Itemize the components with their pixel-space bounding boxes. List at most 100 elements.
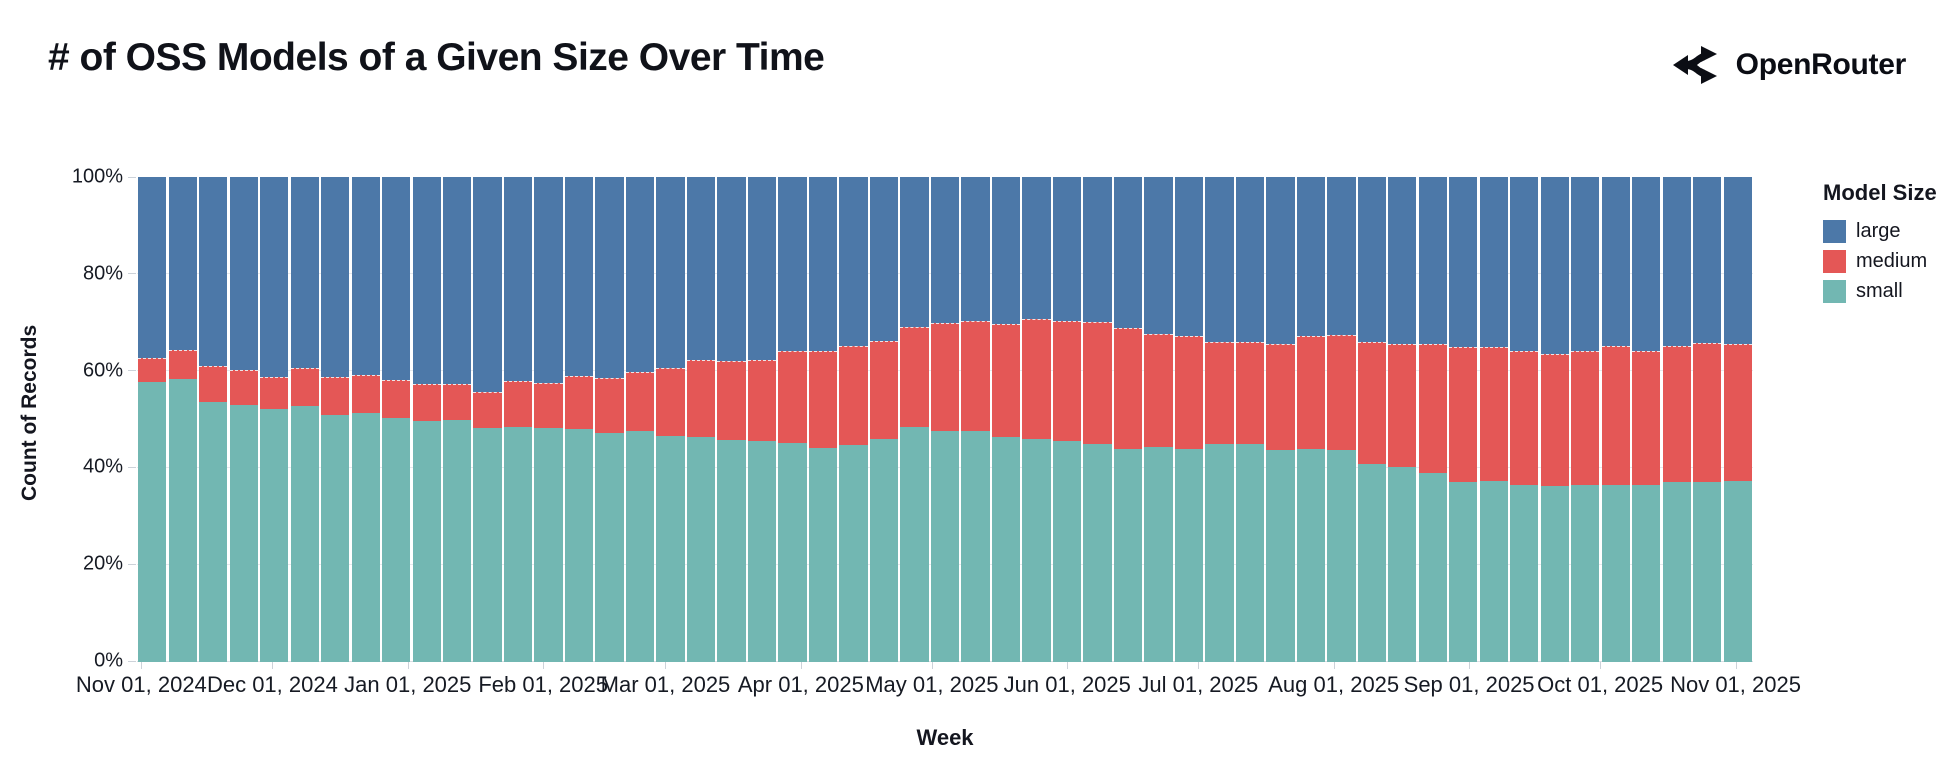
y-tick-mark [128,370,136,372]
bar-segment-medium [839,346,868,446]
legend-label: small [1856,280,1903,302]
bar-segment-large [1571,177,1600,351]
bar-segment-large [1205,177,1234,342]
bar-segment-small [991,436,1021,662]
bar-segment-medium [564,376,594,430]
bar-segment-small [1693,481,1722,662]
bar-segment-small [1510,484,1539,662]
x-tick-mark [272,662,274,669]
legend-item-medium[interactable]: medium [1823,250,1943,273]
bar-segment-medium [382,380,411,418]
x-tick-mark [1067,662,1069,669]
bar-segment-medium [321,376,350,415]
x-tick-mark [407,662,409,669]
bar-segment-small [290,405,319,662]
bar-segment-medium [1479,347,1508,481]
bar-segment-large [717,177,746,361]
bar-segment-medium [1174,336,1204,450]
bar-segment-large [1144,177,1173,334]
x-tick-mark [1198,662,1200,669]
x-axis-title: Week [916,725,974,750]
bar-segment-small [625,430,655,662]
bar-segment-medium [625,371,655,432]
bar-segment-medium [138,357,167,382]
bar-segment-small [1327,449,1356,662]
bar-segment-medium [656,368,685,436]
bar-segment-large [1022,177,1051,319]
bar-segment-small [443,419,472,662]
bar-segment-large [839,177,868,347]
bar-segment-medium [503,381,533,427]
bar-segment-small [1601,484,1630,662]
bar-segment-medium [1052,320,1082,441]
bar-segment-small [1113,447,1143,662]
bar-segment-large [168,177,197,350]
bar-segment-medium [351,375,380,413]
bar-segment-small [534,427,563,662]
bar-segment-medium [1632,350,1661,486]
bar-segment-medium [1205,341,1234,445]
bar-segment-small [1388,466,1417,662]
bar-segment-large [1479,177,1508,348]
bar-segment-small [900,425,929,662]
bar-segment-large [686,177,716,360]
y-tick-mark [128,660,136,662]
bar-segment-small [1144,445,1173,662]
y-tick-label: 0% [94,649,123,672]
bar-segment-medium [534,383,563,429]
bar-segment-medium [1113,328,1143,449]
bar-segment-small [382,416,411,662]
bar-segment-medium [747,360,777,441]
bar-segment-small [1022,438,1051,662]
brand-name: OpenRouter [1735,48,1907,81]
bar-segment-medium [1418,343,1447,473]
bar-segment-small [1052,439,1082,662]
bar-segment-medium [686,359,716,438]
bar-segment-large [1296,177,1326,337]
bar-segment-small [168,378,197,662]
openrouter-logo-icon [1672,46,1717,84]
bar-segment-large [930,177,960,323]
x-tick-label: Mar 01, 2025 [600,672,731,697]
x-tick-mark [1735,662,1737,669]
bar-segment-large [1540,177,1569,355]
bar-segment-medium [930,322,960,431]
x-tick-mark [1469,662,1471,669]
x-tick-label: Nov 01, 2024 [75,672,207,697]
legend: Model Size large medium small [1823,180,1943,310]
bar-segment-small [778,441,807,662]
bar-segment-medium [1540,354,1569,486]
bar-segment-large [1388,177,1417,344]
y-tick-label: 100% [71,165,123,188]
y-tick-label: 80% [82,262,123,285]
bar-segment-large [351,177,380,376]
legend-item-small[interactable]: small [1823,280,1943,303]
bar-segment-medium [808,350,838,448]
bar-segment-small [839,444,868,662]
bar-segment-small [808,446,838,662]
x-tick-label: Jul 01, 2025 [1138,672,1259,697]
bar-segment-small [1571,483,1600,662]
bar-segment-large [1510,177,1539,352]
bar-segment-medium [260,376,289,409]
x-tick-label: Apr 01, 2025 [737,672,864,697]
bar-segment-medium [412,383,441,422]
bar-segment-small [229,403,258,662]
bar-segment-large [1083,177,1112,323]
bar-segment-small [1479,479,1508,662]
bar-segment-small [564,428,594,662]
legend-label: medium [1856,250,1928,272]
bar-segment-medium [1327,335,1356,450]
bar-segment-large [1632,177,1661,351]
bar-segment-small [717,439,746,662]
y-tick-label: 60% [82,359,123,382]
bar-segment-medium [595,378,624,433]
bar-segment-large [138,177,167,358]
bar-segment-large [534,177,563,384]
bar-segment-small [961,429,990,662]
bar-segment-small [473,427,502,662]
bar-segment-large [1693,177,1722,343]
x-tick-label: Dec 01, 2024 [206,672,338,697]
legend-item-large[interactable]: large [1823,220,1943,243]
